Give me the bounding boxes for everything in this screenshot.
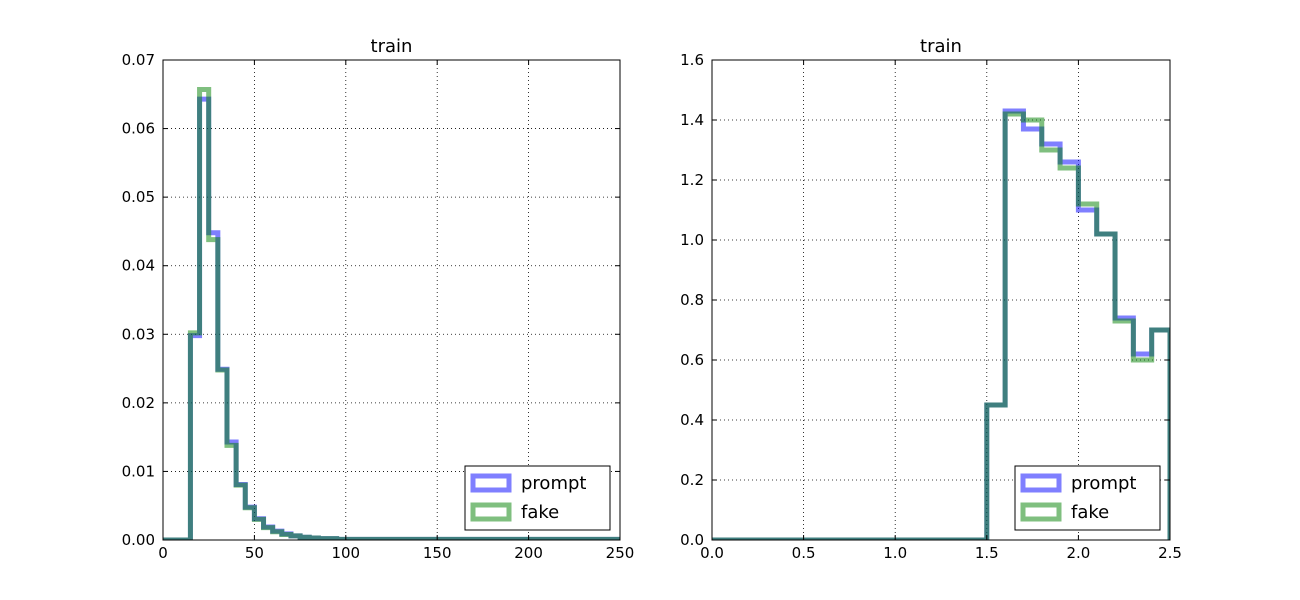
y-tick-label: 0.05 (122, 188, 155, 206)
x-tick-label: 1.5 (975, 544, 999, 562)
x-tick-label: 250 (606, 544, 635, 562)
x-tick-label: 2.5 (1158, 544, 1182, 562)
y-tick-label: 0.07 (122, 51, 155, 69)
x-tick-label: 0 (158, 544, 168, 562)
chart-panel-2: 0.0 0.5 1.0 1.5 2.0 2.5 0.0 0.2 0.4 0.6 0.8 1.0 1.2 1… (680, 36, 1182, 562)
y-tick-label: 0.00 (122, 531, 155, 549)
y-tick-label: 0.06 (122, 120, 155, 138)
x-tick-label: 2.0 (1066, 544, 1090, 562)
legend-label-prompt: prompt (1071, 473, 1136, 494)
legend-swatch-fake (470, 502, 512, 522)
legend-swatch-prompt (470, 473, 512, 493)
chart-panel-1: 0 50 100 150 200 250 0.00 0.01 0.02 0.03 0.04 0.05 0… (122, 36, 635, 562)
chart-title: train (920, 36, 962, 57)
legend-label-fake: fake (1071, 502, 1109, 523)
legend-label-fake: fake (521, 502, 559, 523)
y-tick-label: 0.01 (122, 462, 155, 480)
legend-swatch-fake (1020, 502, 1062, 522)
y-tick-label: 1.2 (680, 171, 704, 189)
y-tick-label: 0.4 (680, 411, 704, 429)
series-fake-step (163, 86, 620, 540)
y-tick-label: 0.6 (680, 351, 704, 369)
chart-title: train (371, 36, 413, 57)
plot-frame (162, 59, 621, 541)
y-tick-label: 0.04 (122, 257, 155, 275)
y-tick-label: 1.6 (680, 51, 704, 69)
y-tick-label: 0.0 (680, 531, 704, 549)
legend-label-prompt: prompt (521, 473, 586, 494)
y-tick-label: 1.4 (680, 111, 704, 129)
x-tick-label: 50 (245, 544, 264, 562)
x-tick-label: 100 (331, 544, 360, 562)
legend: prompt fake (464, 465, 611, 531)
y-tick-label: 0.02 (122, 394, 155, 412)
x-tick-label: 0.0 (700, 544, 724, 562)
y-tick-label: 0.03 (122, 325, 155, 343)
y-tick-label: 0.8 (680, 291, 704, 309)
y-tick-label: 0.2 (680, 471, 704, 489)
legend-swatch-prompt (1020, 473, 1062, 493)
x-tick-label: 0.5 (792, 544, 816, 562)
x-tick-label: 150 (423, 544, 452, 562)
y-tick-label: 1.0 (680, 231, 704, 249)
x-tick-label: 200 (514, 544, 543, 562)
series-fake-step (712, 111, 1170, 540)
plot-area (163, 60, 620, 540)
legend: prompt fake (1014, 465, 1161, 531)
x-tick-label: 1.0 (883, 544, 907, 562)
